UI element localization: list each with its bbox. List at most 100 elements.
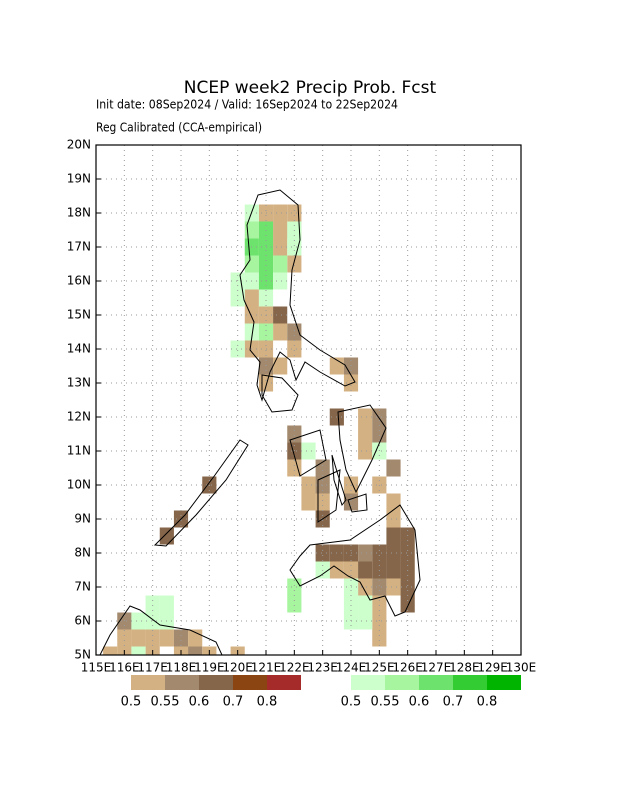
coastline xyxy=(99,605,223,655)
prob-cell xyxy=(400,595,415,613)
prob-cell xyxy=(273,204,288,222)
prob-cell xyxy=(386,510,401,528)
y-tick-label: 10N xyxy=(67,478,91,492)
x-tick-label: 115E xyxy=(81,661,112,675)
prob-cell xyxy=(287,238,302,256)
y-tick-label: 14N xyxy=(67,342,91,356)
prob-cell xyxy=(230,340,245,358)
x-tick-label: 122E xyxy=(279,661,310,675)
legend-label: 0.6 xyxy=(189,695,210,710)
prob-cell xyxy=(287,578,302,596)
coastline xyxy=(317,469,341,523)
subtitle: Init date: 08Sep2024 / Valid: 16Sep2024 … xyxy=(96,98,398,112)
prob-cell xyxy=(358,561,373,579)
prob-cell xyxy=(273,238,288,256)
prob-cell xyxy=(131,629,146,647)
x-tick-label: 119E xyxy=(194,661,225,675)
y-tick-label: 18N xyxy=(67,206,91,220)
y-tick-label: 12N xyxy=(67,410,91,424)
x-tick-label: 123E xyxy=(307,661,338,675)
prob-cell xyxy=(329,561,344,579)
prob-cell xyxy=(159,629,174,647)
x-tick-label: 121E xyxy=(251,661,282,675)
prob-cell xyxy=(386,561,401,579)
prob-cell xyxy=(173,629,189,647)
x-tick-label: 117E xyxy=(137,661,168,675)
legend-label: 0.8 xyxy=(477,695,498,710)
prob-cell xyxy=(131,646,146,655)
prob-cell xyxy=(273,323,288,341)
coastline xyxy=(289,429,327,477)
prob-cell xyxy=(159,595,174,613)
chart-title: NCEP week2 Precip Prob. Fcst xyxy=(184,78,437,98)
y-tick-label: 15N xyxy=(67,308,91,322)
legend-swatch xyxy=(267,675,301,690)
plot-frame xyxy=(95,144,522,656)
prob-cell xyxy=(358,408,373,426)
y-tick-label: 9N xyxy=(74,512,91,526)
cells xyxy=(103,204,415,655)
prob-cell xyxy=(372,544,387,562)
prob-cell xyxy=(372,578,387,596)
prob-cell xyxy=(273,357,288,375)
legend-label: 0.6 xyxy=(409,695,430,710)
prob-cell xyxy=(273,255,288,273)
prob-cell xyxy=(244,255,259,273)
coastline xyxy=(289,504,421,617)
prob-cell xyxy=(131,612,146,630)
prob-cell xyxy=(244,323,259,341)
y-tick-label: 17N xyxy=(67,240,91,254)
legend-swatch xyxy=(385,675,419,690)
x-tick-label: 128E xyxy=(449,661,480,675)
x-tick-label: 129E xyxy=(477,661,508,675)
prob-cell xyxy=(386,527,401,545)
legend-swatch xyxy=(419,675,453,690)
legend-label: 0.5 xyxy=(341,695,362,710)
prob-cell xyxy=(343,595,359,613)
y-tick-label: 11N xyxy=(67,444,91,458)
legend-swatch xyxy=(351,675,385,690)
prob-cell xyxy=(358,612,373,630)
legend-swatch xyxy=(165,675,199,690)
prob-cell xyxy=(287,595,302,613)
prob-cell xyxy=(400,544,415,562)
legend-label: 0.55 xyxy=(371,695,400,710)
prob-cell xyxy=(159,527,174,545)
prob-cell xyxy=(372,595,387,613)
prob-cell xyxy=(358,595,373,613)
x-tick-label: 130E xyxy=(506,661,537,675)
x-tick-label: 118E xyxy=(166,661,197,675)
prob-cell xyxy=(301,442,316,460)
y-tick-label: 20N xyxy=(67,138,91,152)
x-tick-label: 125E xyxy=(364,661,395,675)
legend-swatch xyxy=(487,675,521,690)
prob-cell xyxy=(244,289,259,307)
prob-cell xyxy=(273,272,288,290)
legend-label: 0.7 xyxy=(223,695,244,710)
y-tick-label: 13N xyxy=(67,376,91,390)
prob-cell xyxy=(358,442,373,460)
note: Reg Calibrated (CCA-empirical) xyxy=(96,121,262,135)
prob-cell xyxy=(315,544,330,562)
y-tick-label: 16N xyxy=(67,274,91,288)
prob-cell xyxy=(117,629,132,647)
x-tick-label: 124E xyxy=(336,661,367,675)
coastline xyxy=(153,439,249,547)
prob-cell xyxy=(103,646,118,655)
prob-cell xyxy=(358,578,373,596)
coastline xyxy=(331,454,347,507)
prob-cell xyxy=(372,629,387,647)
x-tick-label: 127E xyxy=(421,661,452,675)
legend-label: 0.8 xyxy=(257,695,278,710)
prob-cell xyxy=(188,646,203,655)
y-tick-label: 5N xyxy=(74,648,91,662)
y-tick-label: 7N xyxy=(74,580,91,594)
prob-cell xyxy=(258,323,274,341)
prob-cell xyxy=(400,578,415,596)
x-tick-label: 120E xyxy=(222,661,253,675)
legend-label: 0.5 xyxy=(121,695,142,710)
prob-cell xyxy=(386,493,401,511)
prob-cell xyxy=(386,544,401,562)
coastline xyxy=(239,189,356,402)
